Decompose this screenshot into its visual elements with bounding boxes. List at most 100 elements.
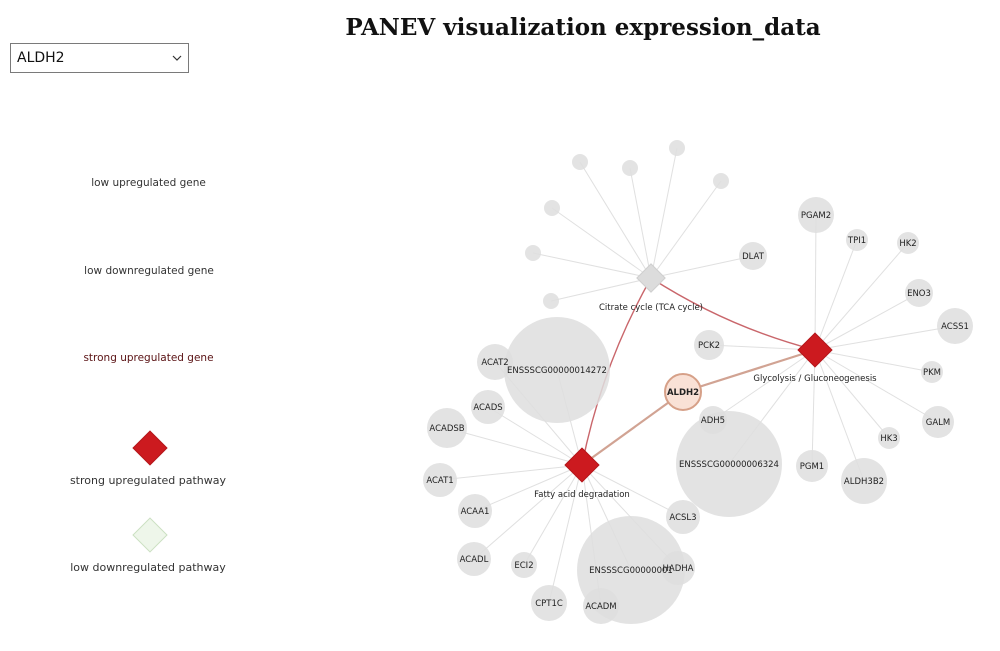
- gene-label: ENSSSCG00000014272: [507, 366, 607, 376]
- gene-node-pkm[interactable]: [921, 361, 943, 383]
- gene-pathway-edge: [650, 180, 722, 279]
- gene-pathway-edge: [523, 464, 583, 566]
- gene-label: ACAT2: [481, 358, 508, 368]
- gene-pathway-edge: [473, 464, 583, 560]
- gene-node-eno3[interactable]: [905, 279, 933, 307]
- gene-pathway-edge: [581, 464, 684, 518]
- legend-low-downregulated-pathway: low downregulated pathway: [70, 561, 226, 574]
- gene-pathway-edge: [814, 214, 817, 351]
- gene-node-eci2[interactable]: [511, 552, 537, 578]
- legend-low-downregulated-gene: low downregulated gene: [69, 259, 229, 283]
- gene-node-pgam2[interactable]: [798, 197, 834, 233]
- legend-low-upregulated-gene: low upregulated gene: [77, 171, 220, 195]
- legend-label: low upregulated gene: [91, 177, 206, 189]
- gene-node-cpt1c[interactable]: [531, 585, 567, 621]
- gene-node[interactable]: [622, 160, 638, 176]
- gene-pathway-edge: [474, 464, 583, 512]
- gene-pathway-edge: [814, 325, 956, 351]
- gene-label: ACSS1: [941, 322, 969, 332]
- gene-label: PKM: [923, 368, 941, 378]
- gene-node-acss1[interactable]: [937, 308, 973, 344]
- gene-label: HK3: [880, 434, 897, 444]
- gene-node[interactable]: [713, 173, 729, 189]
- pathway-node-tca[interactable]: [636, 263, 666, 293]
- gene-node[interactable]: [544, 200, 560, 216]
- gene-label: ENO3: [907, 289, 931, 299]
- legend-label: strong upregulated gene: [83, 352, 214, 364]
- gene-node-acat1[interactable]: [423, 463, 457, 497]
- gene-pathway-edge: [712, 349, 816, 421]
- legend-strong-upregulated-pathway: strong upregulated pathway: [69, 474, 227, 487]
- gene-node-pgm1[interactable]: [796, 450, 828, 482]
- nodes-layer: [423, 140, 973, 624]
- gene-pathway-edge: [814, 239, 858, 351]
- gene-node-galm[interactable]: [922, 406, 954, 438]
- gene-pathway-edge: [814, 349, 933, 373]
- gene-node-acsl3[interactable]: [666, 500, 700, 534]
- gene-node[interactable]: [525, 245, 541, 261]
- gene-pathway-edge: [550, 277, 652, 302]
- gene-pathway-edge: [487, 406, 583, 466]
- gene-label: ENSSSCG00000001: [589, 566, 673, 576]
- gene-pathway-edge: [629, 167, 652, 279]
- gene-pathway-edge: [579, 161, 652, 279]
- gene-label: ALDH2: [667, 388, 699, 398]
- gene-label: ACADL: [460, 555, 489, 565]
- gene-node-hk3[interactable]: [878, 427, 900, 449]
- gene-label: ACSL3: [669, 513, 696, 523]
- gene-label: HK2: [899, 239, 916, 249]
- gene-label: ALDH3B2: [844, 477, 884, 487]
- gene-pathway-edge: [446, 427, 583, 466]
- gene-label: CPT1C: [535, 599, 563, 609]
- gene-label: ACADSB: [429, 424, 464, 434]
- gene-label: PGAM2: [801, 211, 831, 221]
- gene-pathway-edge: [650, 255, 754, 279]
- gene-label: ADH5: [701, 416, 725, 426]
- pathway-label: Citrate cycle (TCA cycle): [599, 303, 703, 313]
- gene-node-acadl[interactable]: [457, 542, 491, 576]
- gene-node-adh5[interactable]: [699, 406, 727, 434]
- gene-node-enssscg00000014272[interactable]: [504, 317, 610, 423]
- gene-pathway-edge: [811, 349, 816, 467]
- gene-pathway-edge: [650, 147, 678, 279]
- gene-label: ENSSSCG00000006324: [679, 460, 779, 470]
- gene-dropdown[interactable]: ALDH2: [10, 43, 189, 73]
- gene-node-aldh3b2[interactable]: [841, 458, 887, 504]
- pathway-label: Glycolysis / Gluconeogenesis: [753, 374, 877, 384]
- gene-node-acat2[interactable]: [477, 344, 513, 380]
- gene-pathway-edge: [814, 349, 890, 439]
- gene-pathway-edge: [532, 252, 652, 279]
- chevron-down-icon: [172, 55, 182, 61]
- pathway-node-glyco[interactable]: [797, 332, 833, 368]
- gene-node-enssscg00000001[interactable]: [577, 516, 685, 624]
- gene-node-acaa1[interactable]: [458, 494, 492, 528]
- gene-label: TPI1: [847, 236, 866, 246]
- gene-node-pck2[interactable]: [694, 330, 724, 360]
- gene-label: GALM: [926, 418, 950, 428]
- gene-pathway-edge: [814, 349, 939, 423]
- gene-node-acadsb[interactable]: [427, 408, 467, 448]
- gene-node-acads[interactable]: [471, 390, 505, 424]
- gene-node[interactable]: [572, 154, 588, 170]
- gene-node-aldh2[interactable]: [664, 373, 702, 411]
- gene-pathway-edge: [708, 344, 816, 351]
- gene-label: ACADM: [585, 602, 616, 612]
- gene-node-enssscg00000006324[interactable]: [676, 411, 782, 517]
- gene-node-hk2[interactable]: [897, 232, 919, 254]
- gene-node-dlat[interactable]: [739, 242, 767, 270]
- gene-pathway-edge: [551, 207, 652, 279]
- gene-dropdown-value: ALDH2: [17, 50, 65, 66]
- labels-layer: DLAT PGAM2 TPI1 HK2 ENO3 ACSS1 PKM GALM HK3 ALDH3…: [426, 211, 969, 612]
- gene-label: ECI2: [514, 561, 533, 571]
- gene-node[interactable]: [669, 140, 685, 156]
- gene-node[interactable]: [543, 293, 559, 309]
- gene-node-hadha[interactable]: [661, 551, 695, 585]
- pathway-link-edge: [650, 277, 816, 351]
- pathway-node-fatty[interactable]: [564, 447, 600, 483]
- gene-label: ACAA1: [461, 507, 490, 517]
- gene-pathway-edge: [814, 349, 865, 482]
- gene-node-tpi1[interactable]: [846, 229, 868, 251]
- gene-pathway-edge: [548, 464, 583, 604]
- gene-label: ACADS: [473, 403, 502, 413]
